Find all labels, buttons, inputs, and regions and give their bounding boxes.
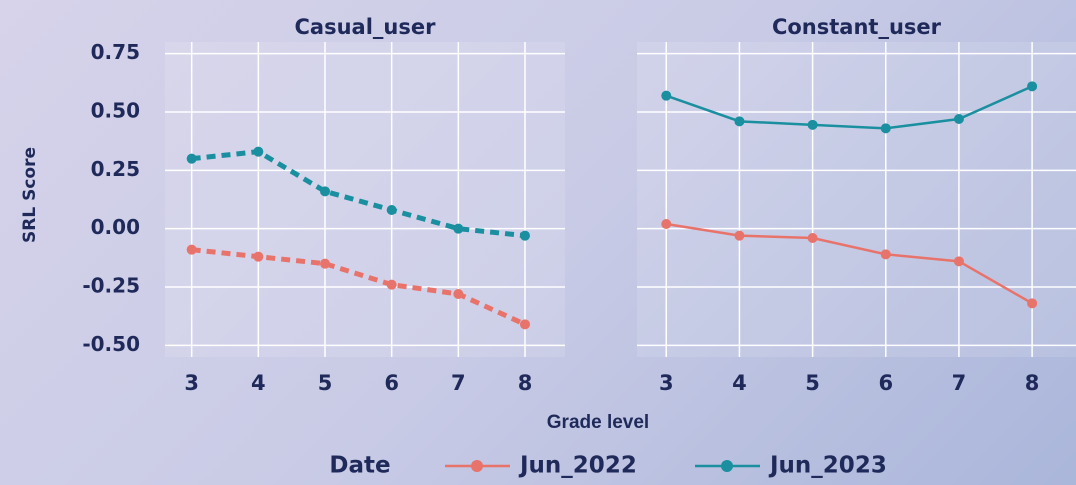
legend-item: Jun_2023 xyxy=(695,453,887,479)
legend-label: Jun_2023 xyxy=(768,453,887,479)
point xyxy=(520,230,530,241)
point xyxy=(953,114,964,124)
series-line xyxy=(666,222,1033,305)
point xyxy=(520,319,530,330)
y-tick-label: 0.25 xyxy=(91,157,140,181)
x-tick-label: 8 xyxy=(1025,371,1040,395)
point xyxy=(386,279,397,290)
panel-title: Constant_user xyxy=(772,15,942,39)
legend-label: Jun_2022 xyxy=(518,453,637,479)
point xyxy=(320,258,330,269)
y-tick-label: 0.50 xyxy=(91,99,140,123)
panel xyxy=(165,42,565,357)
panel xyxy=(637,42,1076,357)
x-tick-label: 7 xyxy=(451,371,466,395)
y-tick-label: 0.75 xyxy=(91,40,140,64)
point xyxy=(880,123,891,134)
point xyxy=(807,233,818,243)
point xyxy=(1027,81,1038,92)
x-tick-label: 3 xyxy=(184,371,199,395)
point xyxy=(386,205,397,215)
x-tick-label: 4 xyxy=(732,371,747,395)
x-tick-label: 5 xyxy=(318,371,333,395)
panel-title: Casual_user xyxy=(295,15,437,39)
x-axis-label: Grade level xyxy=(547,412,649,433)
y-tick-label: 0.00 xyxy=(91,215,140,239)
point xyxy=(186,153,197,164)
legend-title: Date xyxy=(329,453,390,479)
x-tick-label: 4 xyxy=(251,371,266,395)
y-tick-label: -0.25 xyxy=(82,274,140,298)
point xyxy=(661,90,672,101)
series-line xyxy=(665,85,1033,130)
x-tick-label: 5 xyxy=(805,371,820,395)
point xyxy=(253,251,264,262)
point xyxy=(253,146,264,157)
point xyxy=(453,223,464,234)
point xyxy=(807,119,818,130)
y-axis-label: SRL Score xyxy=(20,147,40,243)
point xyxy=(186,244,197,255)
point xyxy=(734,116,745,127)
series-line xyxy=(191,247,527,327)
x-tick-label: 6 xyxy=(384,371,399,395)
x-tick-label: 7 xyxy=(952,371,967,395)
point xyxy=(734,230,745,241)
legend-item: Jun_2022 xyxy=(445,453,637,479)
x-tick-label: 8 xyxy=(518,371,533,395)
point xyxy=(1027,298,1038,309)
x-tick-label: 6 xyxy=(878,371,893,395)
legend-marker xyxy=(721,460,733,472)
point xyxy=(661,219,672,229)
legend-marker xyxy=(471,460,483,472)
x-tick-label: 3 xyxy=(659,371,674,395)
point xyxy=(320,186,330,197)
y-tick-label: -0.50 xyxy=(82,332,140,356)
point xyxy=(453,289,464,299)
point xyxy=(953,256,964,267)
point xyxy=(880,249,891,260)
